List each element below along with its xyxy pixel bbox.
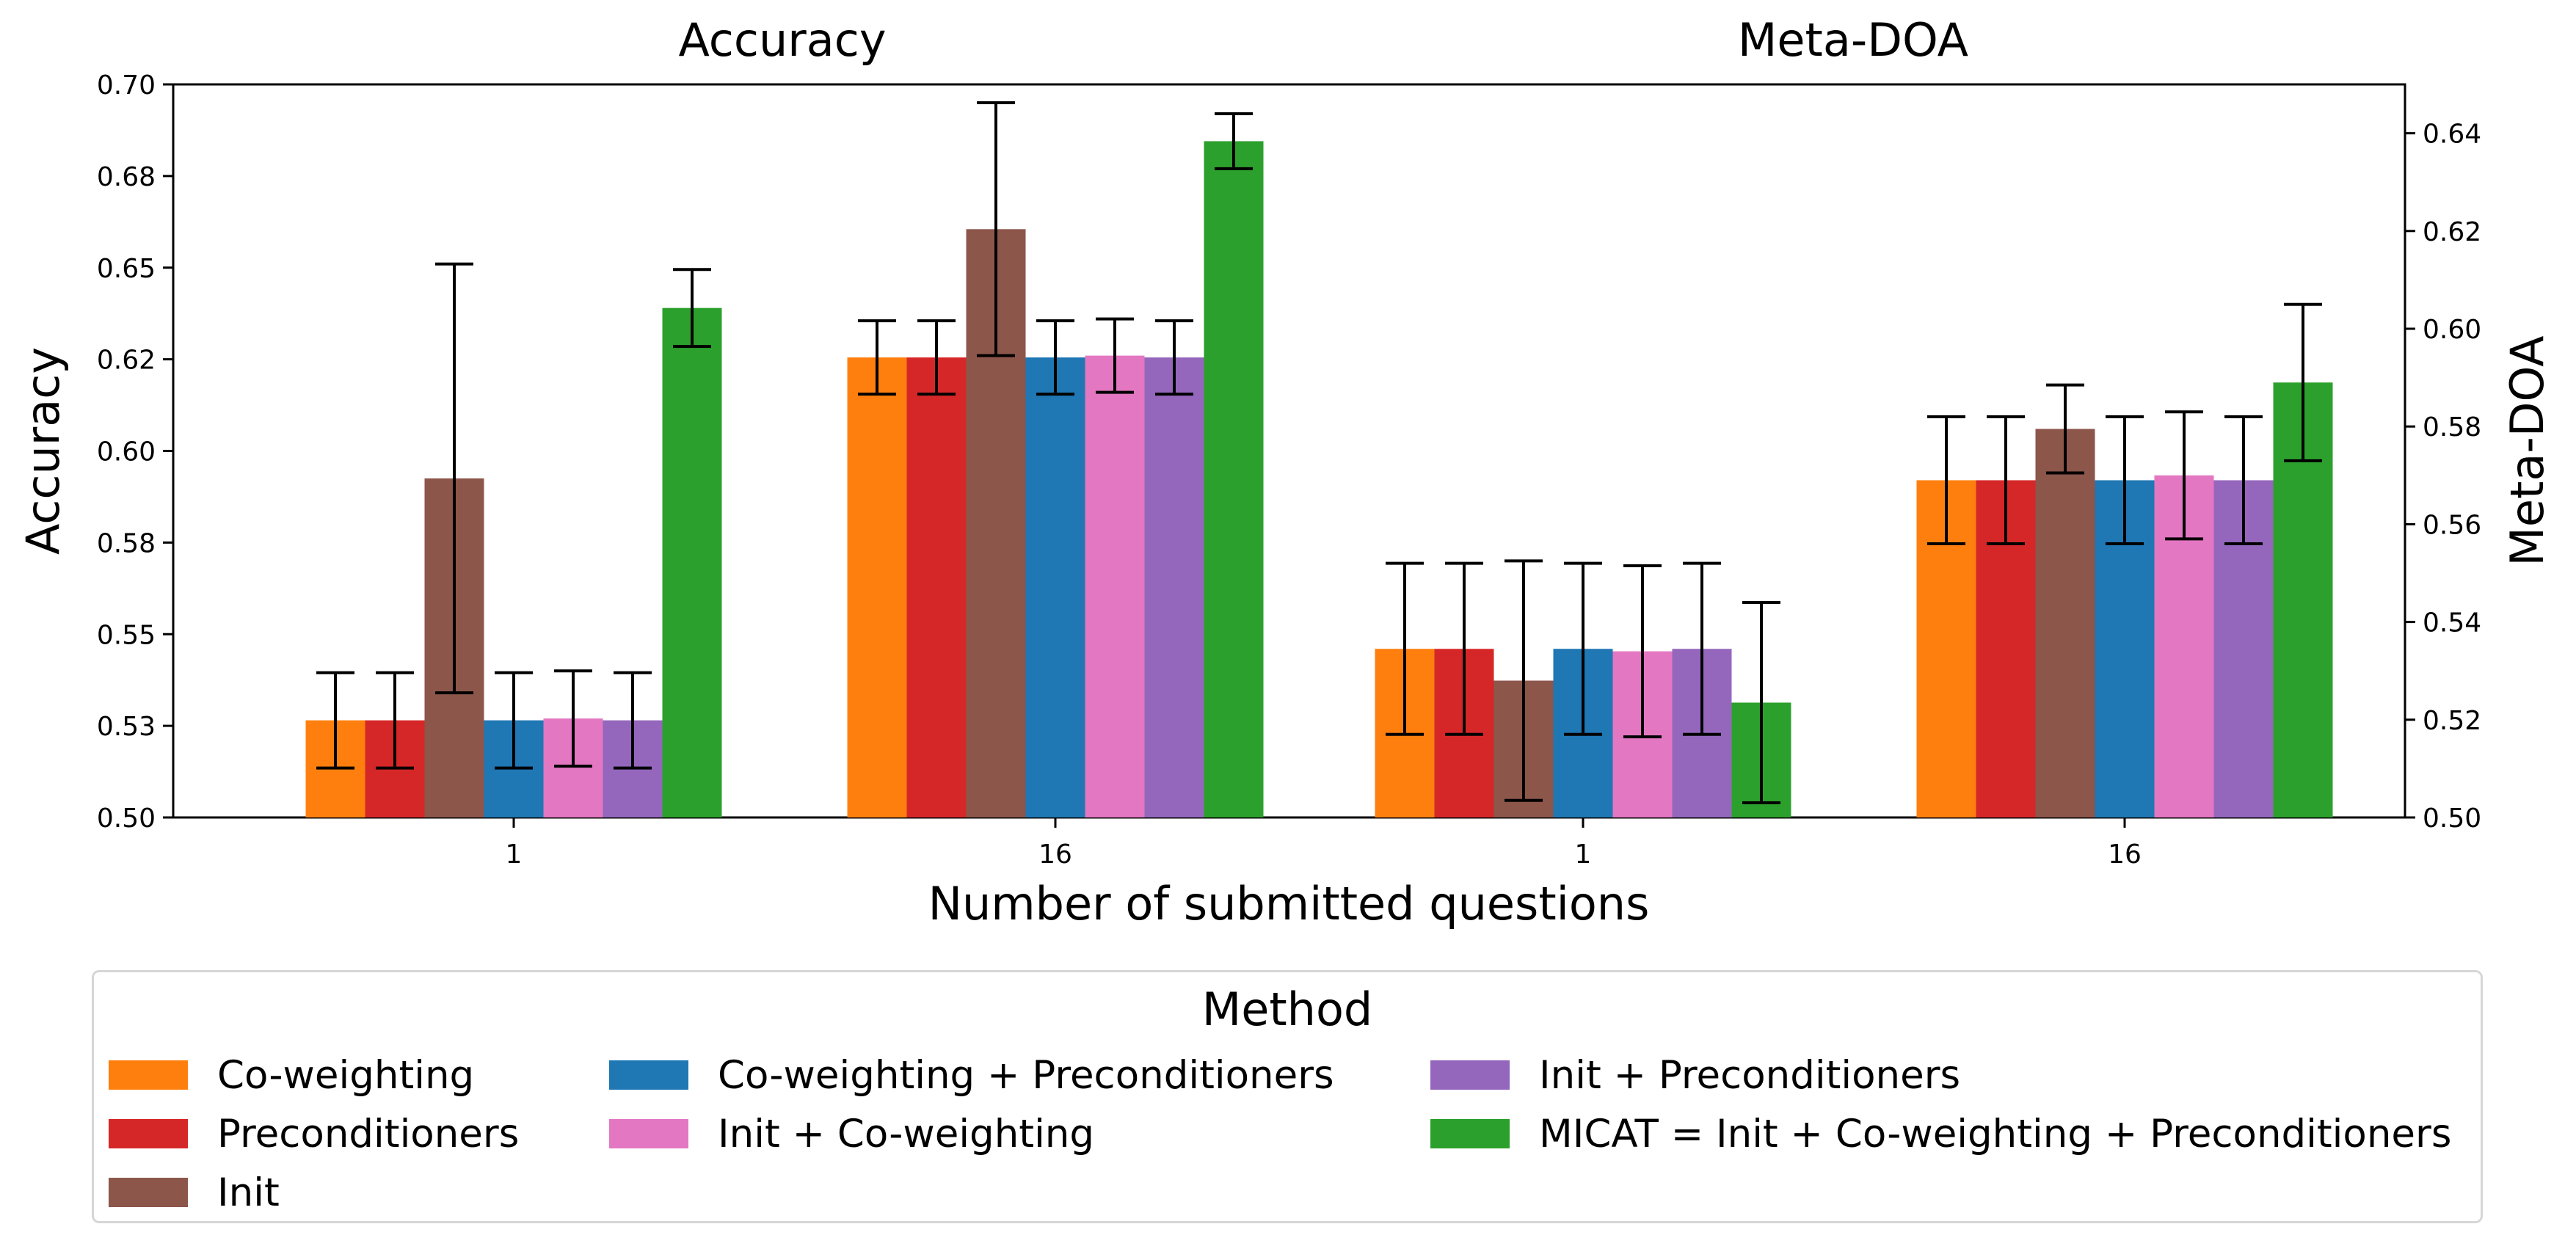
legend-title: Method xyxy=(1201,983,1373,1036)
y-tick-label-left: 0.60 xyxy=(97,437,156,467)
x-tick-label: 16 xyxy=(1038,839,1072,870)
legend: Method Co-weighting Preconditioners Init Co… xyxy=(92,970,2483,1223)
bar-left-16-4 xyxy=(1085,355,1145,817)
legend-swatch xyxy=(1430,1119,1510,1148)
y-tick-label-right: 0.62 xyxy=(2423,217,2481,247)
legend-label: Init + Co-weighting xyxy=(718,1111,1095,1156)
legend-swatch xyxy=(609,1119,688,1148)
legend-entry: Preconditioners xyxy=(109,1111,520,1156)
legend-swatch xyxy=(109,1119,188,1148)
legend-swatch xyxy=(609,1060,688,1090)
y-tick-label-right: 0.56 xyxy=(2423,510,2481,540)
legend-entry: Init + Preconditioners xyxy=(1430,1052,1961,1098)
y-tick-label-left: 0.50 xyxy=(97,804,156,834)
y-tick-label-left: 0.65 xyxy=(97,254,156,284)
y-tick-label-right: 0.50 xyxy=(2423,804,2481,834)
y-tick-label-right: 0.54 xyxy=(2423,608,2481,638)
legend-entry: Co-weighting + Preconditioners xyxy=(609,1052,1334,1098)
y-tick-label-left: 0.70 xyxy=(97,70,156,101)
y-tick-label-left: 0.62 xyxy=(97,346,156,376)
legend-swatch xyxy=(109,1178,188,1207)
y-axis-label-left: Accuracy xyxy=(16,347,70,555)
y-tick-label-right: 0.58 xyxy=(2423,412,2481,442)
legend-label: Preconditioners xyxy=(217,1111,520,1156)
bar-left-16-6 xyxy=(1204,141,1264,818)
bar-left-16-0 xyxy=(847,357,907,817)
x-tick-label: 1 xyxy=(506,839,523,870)
y-tick-label-left: 0.68 xyxy=(97,162,156,192)
bar-left-16-3 xyxy=(1025,357,1085,817)
legend-entry: Init xyxy=(109,1170,280,1215)
y-axis-label-right: Meta-DOA xyxy=(2500,335,2554,566)
legend-swatch xyxy=(1430,1060,1510,1090)
y-tick-label-left: 0.58 xyxy=(97,528,156,558)
bar-left-16-5 xyxy=(1144,357,1204,817)
panel-title-right: Meta-DOA xyxy=(1738,13,1968,67)
bar-left-1-6 xyxy=(662,307,722,817)
x-tick-label: 16 xyxy=(2108,839,2142,870)
legend-label: Co-weighting + Preconditioners xyxy=(718,1052,1334,1098)
bar-right-16-2 xyxy=(2035,429,2095,817)
legend-label: Co-weighting xyxy=(217,1052,475,1098)
legend-entry: Init + Co-weighting xyxy=(609,1111,1095,1156)
legend-entry: Co-weighting xyxy=(109,1052,475,1098)
legend-label: Init + Preconditioners xyxy=(1539,1052,1961,1098)
x-axis-label: Number of submitted questions xyxy=(928,877,1650,930)
legend-swatch xyxy=(109,1060,188,1090)
legend-entry: MICAT = Init + Co-weighting + Preconditi… xyxy=(1430,1111,2452,1156)
y-tick-label-left: 0.55 xyxy=(97,620,156,650)
legend-label: Init xyxy=(217,1170,280,1215)
panel-title-left: Accuracy xyxy=(678,13,886,67)
y-tick-label-right: 0.52 xyxy=(2423,706,2481,736)
x-tick-label: 1 xyxy=(1575,839,1592,870)
bar-left-16-1 xyxy=(906,357,967,817)
y-tick-label-left: 0.53 xyxy=(97,712,156,742)
y-tick-label-right: 0.60 xyxy=(2423,315,2481,345)
y-tick-label-right: 0.64 xyxy=(2423,120,2481,150)
legend-label: MICAT = Init + Co-weighting + Preconditi… xyxy=(1539,1111,2452,1156)
